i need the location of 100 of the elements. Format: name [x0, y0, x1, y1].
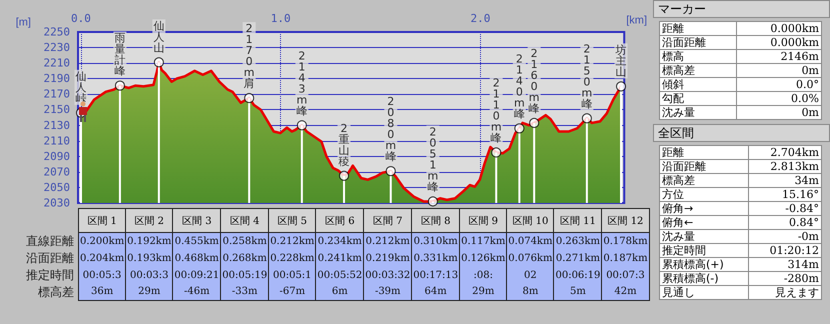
point: [514, 123, 524, 134]
text: -67m: [279, 286, 306, 298]
annotation: 坊主山: [614, 43, 627, 78]
x-tick-label: 1.0: [270, 12, 291, 25]
y-tick-label: 2090: [44, 150, 70, 163]
annotation: 雨量計峰: [114, 32, 126, 78]
text: 0.200km: [80, 236, 124, 247]
text: 0.263km: [556, 236, 600, 247]
text: 00:03:32: [365, 270, 410, 280]
category-label: 区間 7: [364, 208, 412, 232]
category-label: 俯角→: [662, 202, 694, 215]
point: [582, 113, 592, 124]
text: 0.0%: [791, 92, 819, 105]
text: 00:07:3: [606, 270, 645, 280]
annotation: 2重山稜: [338, 122, 350, 168]
category-label: 推定時間: [26, 268, 74, 282]
text: 34m: [794, 174, 819, 187]
y-tick-label: 2230: [44, 41, 70, 54]
text: 00:03:3: [130, 270, 169, 280]
text: 0.204km: [80, 252, 124, 264]
text: 2146m: [780, 50, 819, 63]
y-tick-label: 2170: [44, 88, 70, 101]
y-tick-label: 2070: [44, 165, 70, 178]
text: 5m: [570, 286, 586, 298]
text: マーカー: [653, 0, 830, 18]
category-label: 見通し: [662, 286, 695, 299]
text: 0.117km: [461, 236, 506, 247]
text: 0.271km: [556, 252, 600, 264]
text: -39m: [374, 286, 401, 298]
annotation: 2080m峰: [385, 95, 396, 164]
point: [296, 120, 307, 130]
text: 0m: [802, 64, 819, 77]
text: 0.000km: [770, 22, 819, 35]
category-label: 区間 8: [412, 208, 460, 232]
category-label: 区間 1: [78, 208, 126, 232]
text: 0.0°: [796, 78, 819, 91]
text: 00:05:52: [317, 270, 362, 280]
category-label: 推定時間: [662, 244, 706, 257]
text: 0.268km: [222, 252, 267, 264]
annotation: 2051m峰: [427, 125, 438, 194]
category-label: 区間 4: [220, 208, 269, 232]
category-label: 区間 3: [172, 208, 221, 232]
text: 0.178km: [603, 236, 648, 247]
text: 0.455km: [174, 236, 219, 247]
text: 0.212km: [270, 236, 314, 247]
text: 29m: [472, 286, 494, 298]
text: 0.192km: [127, 236, 172, 247]
text: 0.234km: [318, 236, 362, 247]
text: 0.241km: [318, 252, 362, 264]
y-axis-title: [m]: [16, 16, 31, 28]
text: 0.84°: [789, 216, 819, 229]
category-label: 区間 6: [316, 208, 364, 232]
annotation: 仙人峠: [75, 70, 86, 105]
text: 29m: [138, 286, 160, 298]
text: 0.228km: [270, 252, 314, 264]
text: -46m: [184, 286, 210, 298]
category-label: 直線距離: [26, 234, 74, 248]
category-label: 累積標高(-): [662, 272, 719, 285]
y-tick-label: 2150: [44, 103, 70, 116]
text: 64m: [424, 286, 447, 298]
category-label: 区間 2: [126, 208, 173, 232]
category-label: 沿面距離: [662, 36, 706, 49]
annotation: 2170m肩: [244, 22, 255, 90]
x-tick-label: 0.0: [71, 12, 91, 25]
category-label: 標高: [662, 50, 684, 63]
text: 00:09:21: [174, 270, 220, 280]
y-tick-label: 2130: [44, 118, 70, 132]
y-tick-label: 2110: [44, 134, 70, 148]
text: -33m: [232, 286, 258, 298]
y-tick-label: 2050: [44, 180, 70, 194]
y-tick-label: 2190: [44, 72, 70, 86]
text: -280m: [784, 272, 819, 285]
category-label: 勾配: [662, 92, 684, 105]
category-label: 区間 11: [554, 208, 602, 232]
text: -0.84°: [785, 202, 819, 215]
category-label: 沿面距離: [662, 160, 706, 173]
text: 0.076km: [508, 252, 552, 264]
category-label: 傾斜: [662, 78, 684, 91]
text: 00:06:19: [555, 270, 600, 280]
category-label: 累積標高(+): [662, 258, 724, 271]
point: [339, 170, 350, 181]
point: [154, 57, 164, 68]
category-label: 沈み量: [662, 106, 695, 119]
category-label: 距離: [662, 146, 684, 159]
category-label: 区間 12: [602, 208, 650, 232]
category-label: 標高差: [38, 284, 74, 298]
annotation: 2143m峰: [296, 49, 308, 118]
point: [244, 93, 254, 104]
text: 00:05:19: [222, 270, 268, 280]
category-label: 俯角←: [662, 216, 694, 229]
text: 0.000km: [770, 36, 819, 49]
annotation: 2150m峰: [581, 42, 592, 110]
text: 0.193km: [127, 252, 172, 264]
annotation: 2140m峰: [514, 52, 525, 120]
text: 0.126km: [461, 252, 506, 264]
text: 0.258km: [222, 236, 267, 247]
category-label: 区間 9: [460, 208, 507, 232]
point: [114, 80, 125, 91]
y-tick-label: 2030: [44, 196, 70, 210]
text: 0m: [802, 106, 819, 119]
